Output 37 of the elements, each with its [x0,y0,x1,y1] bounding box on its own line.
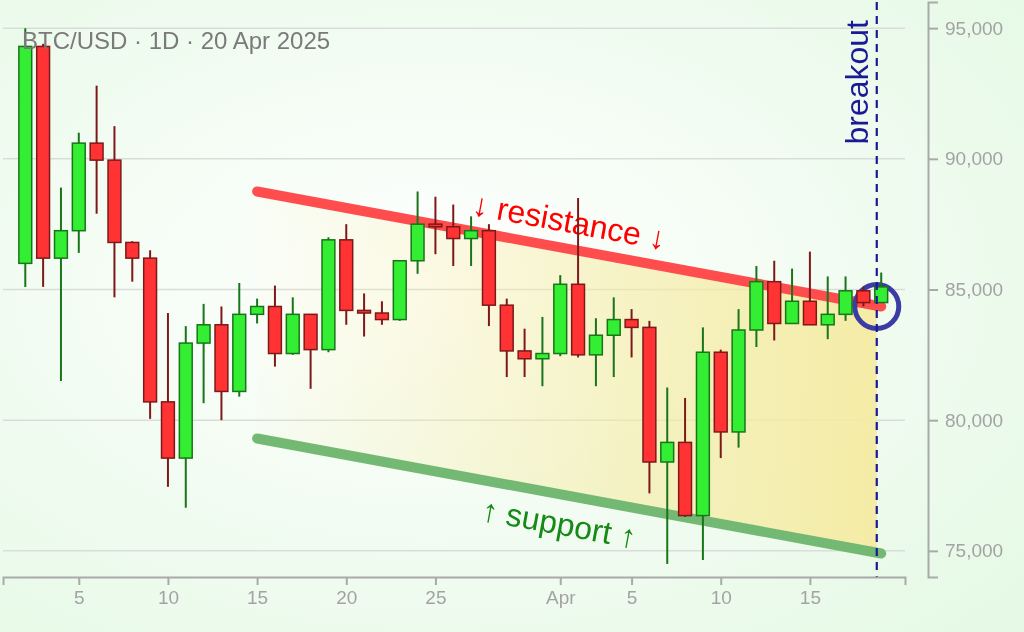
x-tick-label: 5 [74,587,85,609]
x-tick-label: 10 [157,587,180,609]
x-tick-label: 5 [626,587,638,609]
x-tick-label: Apr [545,587,577,609]
candlestick [660,386,675,565]
candlestick [374,300,390,326]
candlestick [356,292,372,338]
y-tick-label: 90,000 [945,148,1004,170]
candlestick [249,297,265,325]
candlestick [89,84,104,215]
x-tick-label: 15 [247,587,269,609]
candlestick [588,317,604,388]
candlestick [446,203,461,267]
candlestick [196,302,211,405]
ref-line-label: breakout [838,19,875,145]
text: ↓ resistance ↓ [469,186,669,257]
candlestick [535,315,550,388]
x-tick-label: 10 [710,587,732,609]
y-tick-label: 75,000 [945,540,1004,562]
candlestick [624,308,639,359]
x-tick-label: 20 [336,587,358,609]
x-tick-label: 15 [799,587,821,609]
y-tick-label: 95,000 [945,17,1004,39]
candlestick [428,195,443,256]
text: ↑ support ↑ [478,491,640,556]
candlestick [463,215,479,267]
y-tick-label: 80,000 [945,409,1004,431]
x-tick-label: 25 [425,587,447,609]
candlestick [784,267,800,325]
y-tick-label: 85,000 [945,279,1004,301]
candlestick [606,296,621,379]
candlestick [820,275,835,341]
candlestick [802,250,818,326]
candlestick [517,327,532,379]
candlestick [125,240,140,283]
candlestick [838,275,853,322]
candlestick [856,285,871,308]
